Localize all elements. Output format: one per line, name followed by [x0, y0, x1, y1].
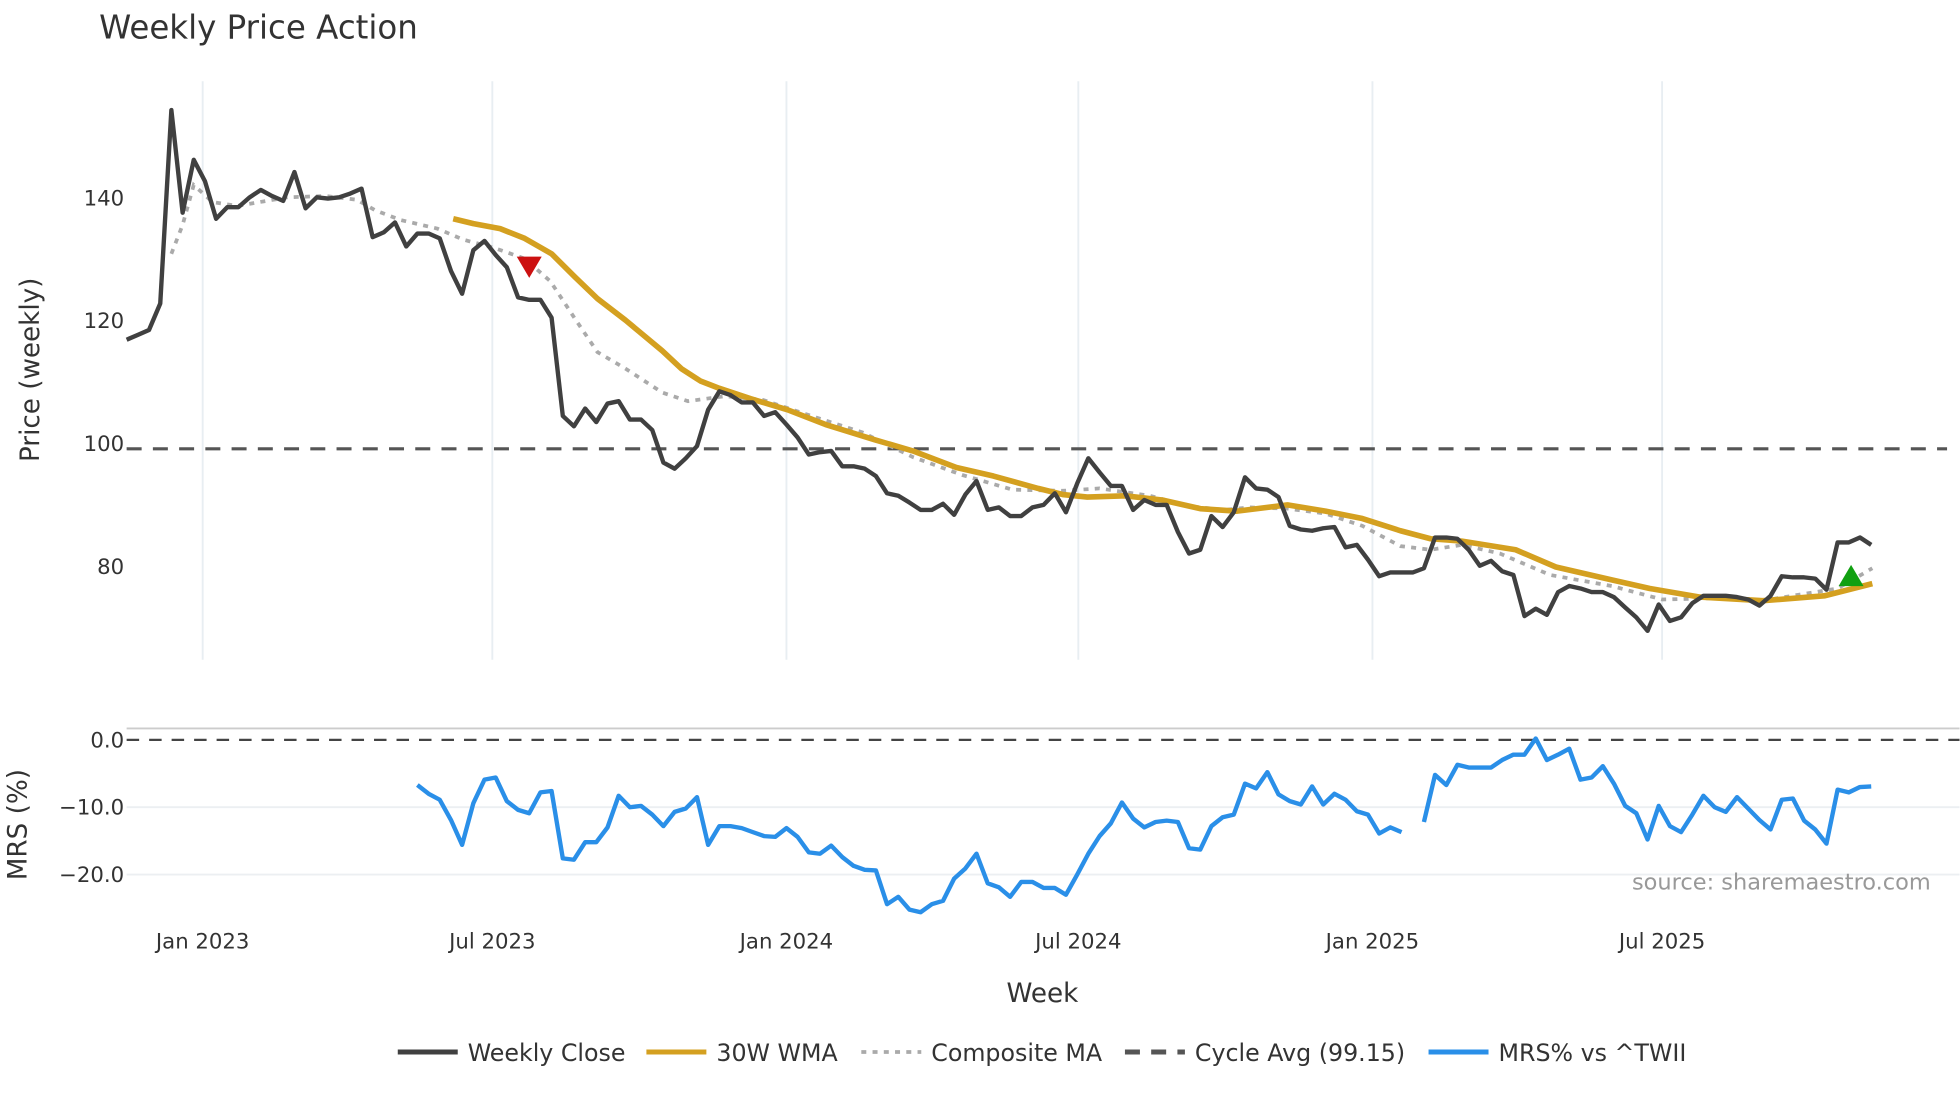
x-tick-label: Jul 2024 — [1033, 929, 1121, 954]
legend-label: Cycle Avg (99.15) — [1195, 1039, 1405, 1067]
legend-label: Composite MA — [931, 1039, 1103, 1067]
y-tick-label: 120 — [84, 309, 125, 334]
mrs-y-ticks: 0.0 −10.0 −20.0 — [59, 728, 1960, 888]
x-tick-label: Jan 2024 — [738, 929, 834, 954]
y-axis-label: Price (weekly) — [16, 278, 46, 462]
legend-label: 30W WMA — [716, 1039, 838, 1067]
buy-signal-marker — [1838, 564, 1864, 587]
weekly-close-line — [125, 107, 1873, 634]
x-tick-label: Jul 2023 — [447, 929, 535, 954]
legend-label: Weekly Close — [468, 1039, 626, 1067]
x-tick-label: Jul 2025 — [1617, 929, 1705, 954]
composite-ma-line — [169, 181, 1874, 603]
y-tick-label: 80 — [97, 555, 124, 580]
mrs-line — [416, 769, 1403, 915]
legend-item: 30W WMA — [646, 1039, 838, 1067]
mrs-axis-label: MRS (%) — [4, 769, 34, 880]
legend: Weekly Close 30W WMA Composite MA Cycle Avg… — [397, 1039, 1687, 1067]
x-axis-label: Week — [1007, 979, 1080, 1009]
mrs-tick-label: 0.0 — [90, 728, 124, 753]
legend-label: MRS% vs ^TWII — [1499, 1039, 1687, 1067]
wma-30w-line — [452, 216, 1874, 604]
x-gridlines — [201, 81, 1664, 660]
x-tick-label: Jan 2023 — [154, 929, 250, 954]
source-note: source: sharemaestro.com — [1632, 870, 1931, 896]
legend-item: Composite MA — [861, 1039, 1103, 1067]
legend-item: Weekly Close — [397, 1039, 626, 1067]
y-tick-label: 100 — [84, 432, 125, 457]
legend-item: Cycle Avg (99.15) — [1124, 1039, 1405, 1067]
legend-item: MRS% vs ^TWII — [1428, 1039, 1687, 1067]
chart-title: Weekly Price Action — [99, 9, 418, 47]
sell-signal-marker — [516, 256, 542, 278]
mrs-tick-label: −10.0 — [59, 796, 124, 821]
x-ticks: Jan 2023 Jul 2023 Jan 2024 Jul 2024 Jan 2025… — [154, 929, 1705, 954]
x-tick-label: Jan 2025 — [1324, 929, 1420, 954]
y-tick-label: 140 — [84, 186, 125, 211]
mrs-line — [1421, 736, 1872, 846]
mrs-tick-label: −20.0 — [59, 863, 124, 888]
series-layer — [125, 107, 1960, 915]
price-y-ticks: 80 100 120 140 — [84, 186, 125, 579]
